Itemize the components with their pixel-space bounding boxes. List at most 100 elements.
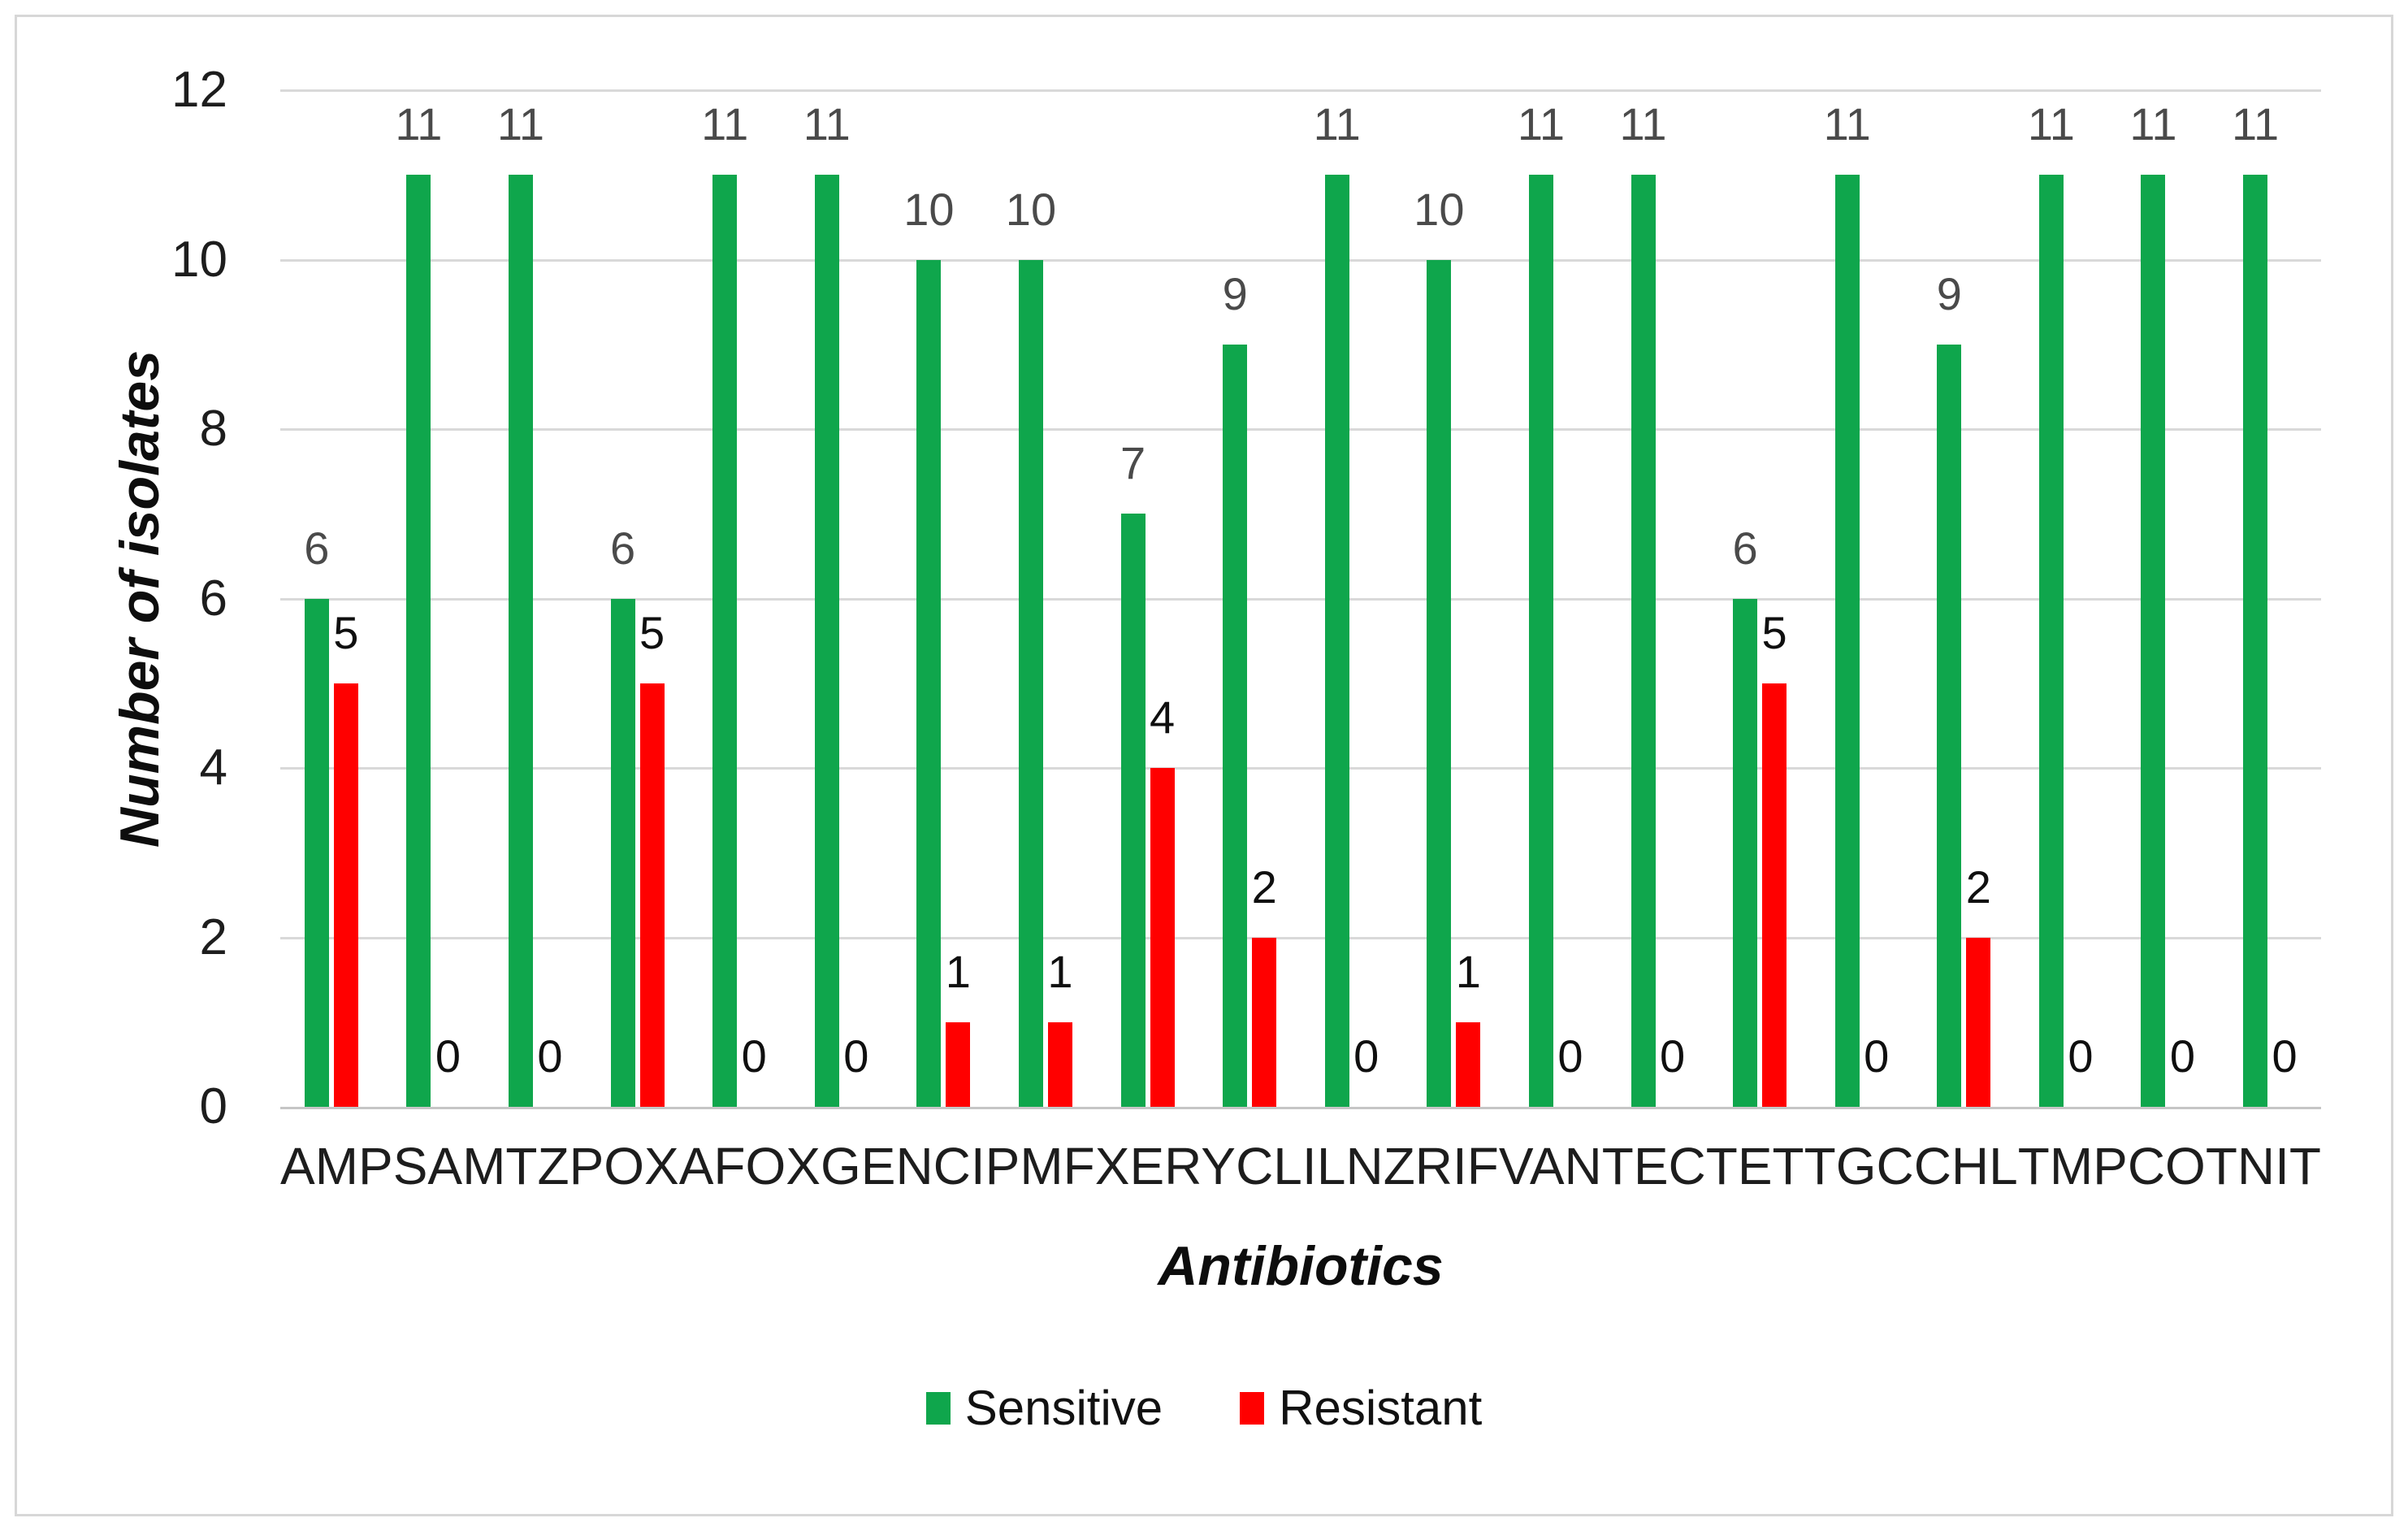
y-tick-label: 2 <box>199 909 227 965</box>
sensitive-bar: 6 <box>610 525 635 1107</box>
x-tick-label: CHL <box>1913 1137 2018 1195</box>
resistant-bar: 1 <box>1456 948 1481 1107</box>
resistant-bar: 4 <box>1150 695 1175 1107</box>
x-axis-title: Antibiotics <box>1158 1235 1444 1297</box>
x-tick-label: TZP <box>505 1137 604 1195</box>
sensitive-bar: 11 <box>803 102 851 1107</box>
resistant-value-label: 0 <box>741 1030 767 1082</box>
category-tgc: 11 0 <box>1811 90 1913 1107</box>
gridline <box>280 89 2321 92</box>
x-tick-label: RIF <box>1414 1137 1499 1195</box>
gridline <box>280 767 2321 770</box>
y-tick-label: 10 <box>171 231 227 288</box>
category-cot: 11 0 <box>2117 90 2220 1107</box>
bar-group: 11 0 <box>803 90 869 1107</box>
sensitive-bar: 11 <box>2028 102 2075 1107</box>
x-tick-label: COT <box>2127 1137 2237 1195</box>
resistant-value-label: 2 <box>1965 861 1991 913</box>
resistant-bar: 2 <box>1966 864 1991 1107</box>
x-tick-label: GEN <box>820 1137 933 1195</box>
legend: Sensitive Resistant <box>0 1381 2408 1435</box>
resistant-value-label: 0 <box>435 1030 461 1082</box>
sensitive-bar: 11 <box>1314 102 1361 1107</box>
sensitive-bar: 10 <box>903 186 955 1107</box>
bar-group: 11 0 <box>2129 90 2195 1107</box>
sensitive-value-label: 11 <box>1823 98 1871 150</box>
x-tick-label: ERY <box>1129 1137 1236 1195</box>
x-tick-label: CIP <box>933 1137 1020 1195</box>
resistant-value-label: 0 <box>843 1030 869 1082</box>
x-tick-label: LNZ <box>1316 1137 1415 1195</box>
bar-groups-container: 6 5 11 0 11 0 6 5 11 0 11 0 10 1 10 1 7 4 9 2 11 0 10 1 11 0 11 0 6 5… <box>280 90 2321 1107</box>
resistant-bar: 1 <box>1047 948 1073 1107</box>
sensitive-value-label: 6 <box>304 522 330 574</box>
category-nit: 11 0 <box>2219 90 2321 1107</box>
resistant-bar: 5 <box>639 609 665 1107</box>
bar-group: 11 0 <box>497 90 563 1107</box>
category-van: 11 0 <box>1505 90 1607 1107</box>
category-tec: 11 0 <box>1607 90 1709 1107</box>
sensitive-bar: 6 <box>304 525 329 1107</box>
sensitive-value-label: 11 <box>2232 98 2280 150</box>
sensitive-value-label: 6 <box>610 522 636 574</box>
sensitive-bar: 7 <box>1120 440 1146 1107</box>
y-tick-label: 8 <box>199 401 227 458</box>
resistant-value-label: 0 <box>1659 1030 1686 1082</box>
sensitive-value-label: 7 <box>1120 437 1146 489</box>
resistant-value-label: 0 <box>2272 1030 2298 1082</box>
category-cip: 10 1 <box>893 90 995 1107</box>
x-tick-label: SAM <box>392 1137 506 1195</box>
gridline <box>280 258 2321 262</box>
x-tick-label: TET <box>1705 1137 1804 1195</box>
resistant-value-label: 0 <box>537 1030 563 1082</box>
sensitive-bar: 11 <box>1518 102 1565 1107</box>
x-tick-label: CLI <box>1236 1137 1317 1195</box>
resistant-value-label: 2 <box>1251 861 1277 913</box>
x-tick-label: NIT <box>2237 1137 2321 1195</box>
sensitive-value-label: 11 <box>701 98 749 150</box>
category-lnz: 11 0 <box>1301 90 1403 1107</box>
bar-group: 11 0 <box>701 90 767 1107</box>
sensitive-bar: 11 <box>497 102 544 1107</box>
sensitive-bar: 11 <box>701 102 748 1107</box>
plot-area: 6 5 11 0 11 0 6 5 11 0 11 0 10 1 10 1 7 4 9 2 11 0 10 1 11 0 11 0 6 5… <box>280 89 2321 1109</box>
x-tick-label: MFX <box>1020 1137 1130 1195</box>
category-gen: 11 0 <box>790 90 893 1107</box>
sensitive-value-label: 11 <box>496 98 545 150</box>
x-tick-label: TGC <box>1804 1137 1914 1195</box>
sensitive-value-label: 10 <box>1005 183 1057 235</box>
sensitive-value-label: 11 <box>1619 98 1667 150</box>
sensitive-value-label: 10 <box>903 183 955 235</box>
bar-group: 11 0 <box>1619 90 1686 1107</box>
y-tick-label: 12 <box>171 62 227 118</box>
sensitive-value-label: 6 <box>1732 522 1758 574</box>
sensitive-bar: 11 <box>2129 102 2177 1107</box>
sensitive-value-label: 9 <box>1222 267 1248 319</box>
sensitive-value-label: 11 <box>1517 98 1565 150</box>
sensitive-value-label: 9 <box>1936 267 1962 319</box>
y-axis: 0 2 4 6 8 10 12 <box>0 65 227 1132</box>
legend-label: Resistant <box>1279 1381 1483 1435</box>
resistant-value-label: 1 <box>1455 945 1481 997</box>
gridline <box>280 428 2321 432</box>
category-rif: 10 1 <box>1403 90 1505 1107</box>
sensitive-bar: 11 <box>2232 102 2279 1107</box>
bar-group: 10 1 <box>903 90 971 1107</box>
sensitive-value-label: 11 <box>1313 98 1361 150</box>
category-mfx: 10 1 <box>994 90 1097 1107</box>
legend-item-sensitive: Sensitive <box>925 1381 1163 1435</box>
category-tzp: 11 0 <box>484 90 587 1107</box>
bar-group: 11 0 <box>2028 90 2093 1107</box>
y-tick-label: 6 <box>199 570 227 627</box>
resistant-value-label: 0 <box>1353 1030 1379 1082</box>
legend-swatch-icon <box>1240 1392 1265 1425</box>
resistant-value-label: 5 <box>1761 606 1787 658</box>
sensitive-value-label: 11 <box>2027 98 2075 150</box>
